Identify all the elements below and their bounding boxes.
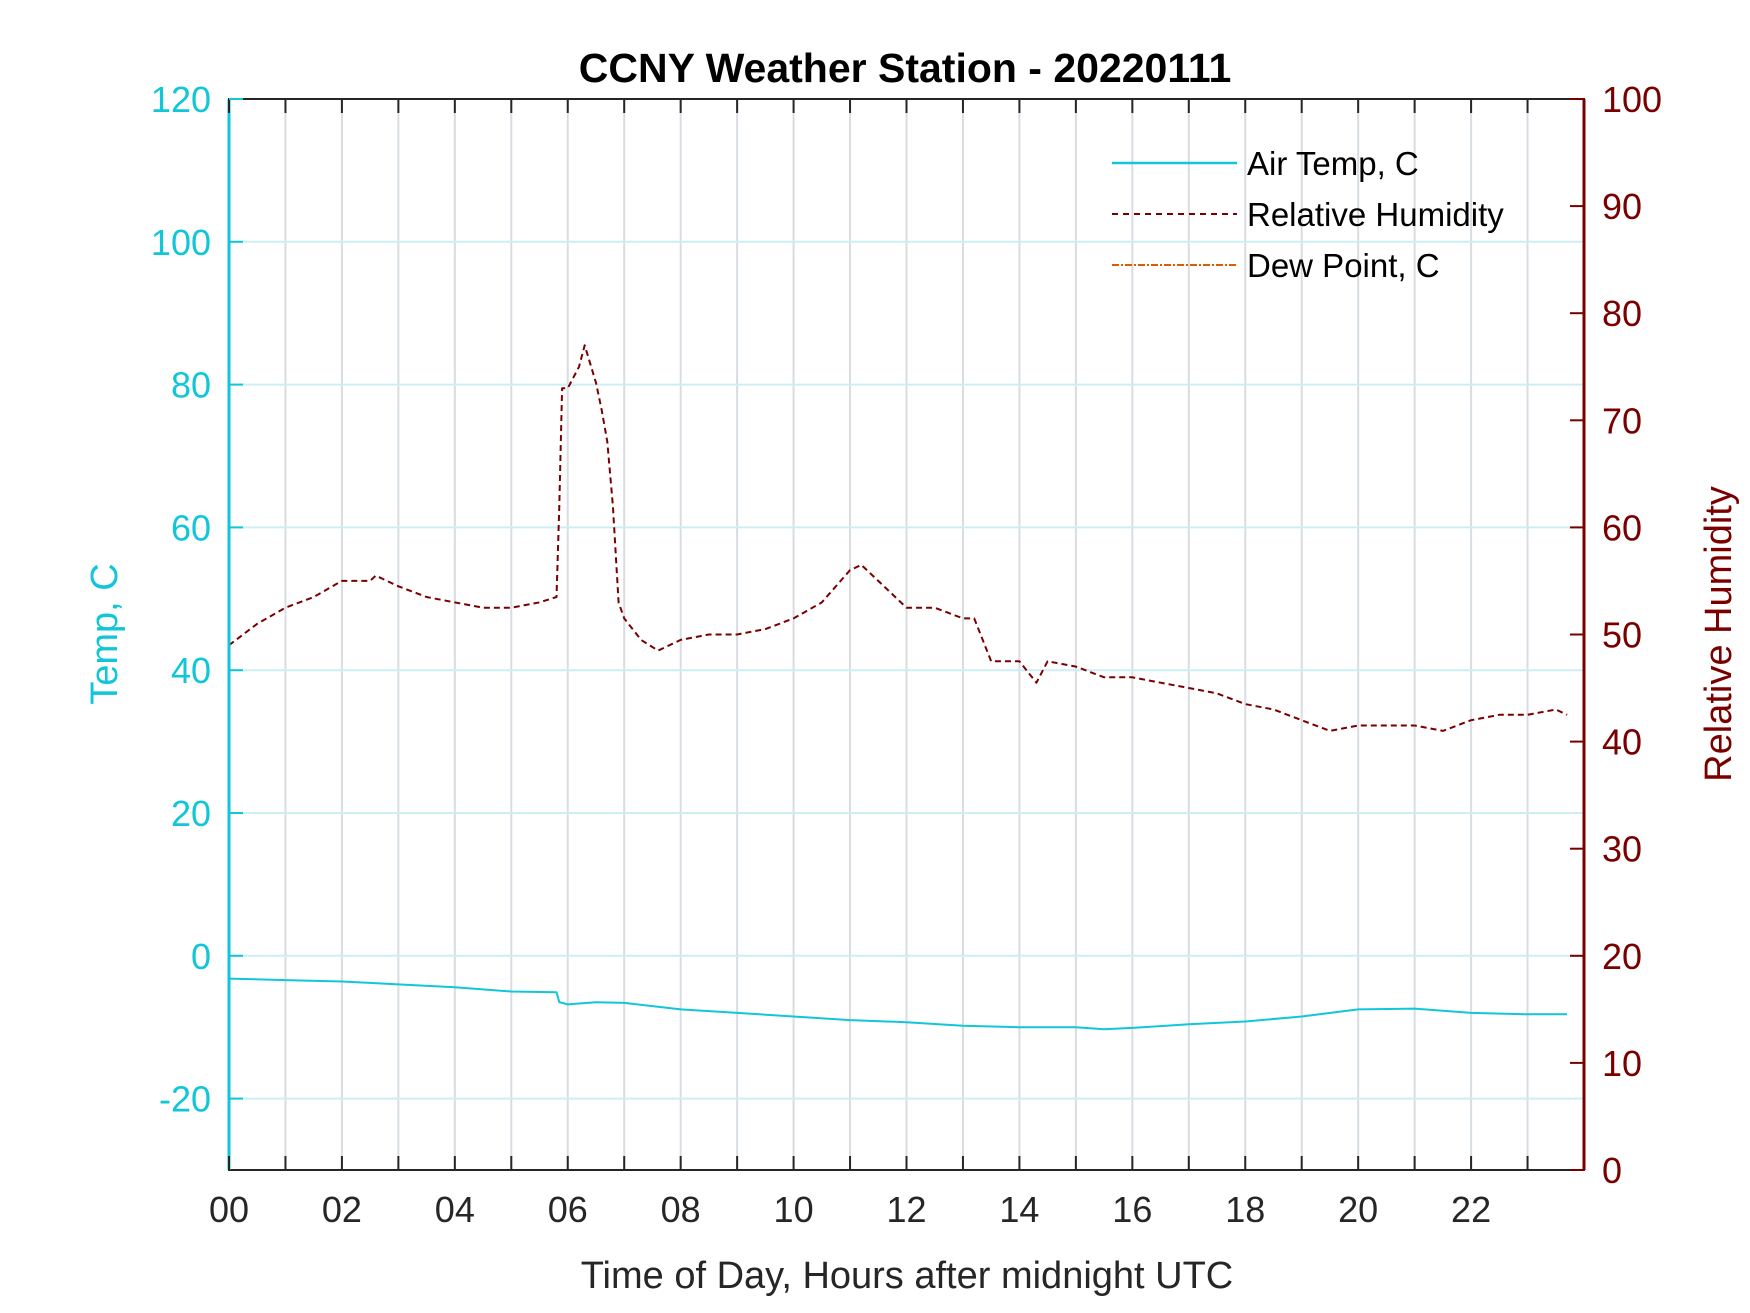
x-tick-label: 16 (1112, 1189, 1152, 1230)
y-left-tick-label: 20 (171, 793, 211, 834)
y-left-tick-label: 80 (171, 365, 211, 406)
x-tick-label: 20 (1338, 1189, 1378, 1230)
y-right-tick-label: 0 (1602, 1150, 1622, 1191)
series-line-air-temp (228, 977, 1568, 1031)
x-tick-label: 02 (322, 1189, 362, 1230)
y-axis-left-label: Temp, C (84, 563, 126, 704)
x-axis-label: Time of Day, Hours after midnight UTC (581, 1255, 1234, 1297)
y-right-tick-label: 80 (1602, 293, 1642, 334)
y-left-tick-label: 100 (151, 222, 211, 263)
y-right-tick-label: 40 (1602, 722, 1642, 763)
y-left-tick-label: 40 (171, 650, 211, 691)
x-tick-label: 08 (661, 1189, 701, 1230)
legend-label-relative-humidity: Relative Humidity (1247, 196, 1504, 233)
y-right-tick-label: 20 (1602, 936, 1642, 977)
x-tick-label: 04 (435, 1189, 475, 1230)
axes: 00 02 04 06 08 10 12 14 16 18 20 22-200204060801001… (151, 79, 1662, 1230)
y-left-tick-label: -20 (159, 1079, 211, 1120)
y-right-tick-label: 30 (1602, 829, 1642, 870)
legend-label-air-temp: Air Temp, C (1247, 145, 1419, 182)
series-line-relative-humidity (228, 344, 1568, 732)
legend-label-dew-point: Dew Point, C (1247, 247, 1440, 284)
legend: Air Temp, C Relative Humidity Dew Point,… (1112, 145, 1504, 284)
x-tick-label: 14 (999, 1189, 1039, 1230)
x-tick-label: 06 (548, 1189, 588, 1230)
x-tick-label: 12 (886, 1189, 926, 1230)
y-right-tick-label: 10 (1602, 1043, 1642, 1084)
y-left-tick-label: 0 (191, 936, 211, 977)
series-layer (228, 344, 1568, 1031)
y-right-tick-label: 50 (1602, 615, 1642, 656)
y-axis-right-label: Relative Humidity (1698, 486, 1740, 782)
y-right-tick-label: 60 (1602, 507, 1642, 548)
x-tick-label: 10 (774, 1189, 814, 1230)
y-right-tick-label: 70 (1602, 400, 1642, 441)
y-left-tick-label: 120 (151, 79, 211, 120)
grid (229, 99, 1584, 1170)
y-left-tick-label: 60 (171, 507, 211, 548)
x-tick-label: 00 (209, 1189, 249, 1230)
x-tick-label: 22 (1451, 1189, 1491, 1230)
y-right-tick-label: 90 (1602, 186, 1642, 227)
chart-title: CCNY Weather Station - 20220111 (579, 45, 1232, 91)
y-right-tick-label: 100 (1602, 79, 1662, 120)
x-tick-label: 18 (1225, 1189, 1265, 1230)
